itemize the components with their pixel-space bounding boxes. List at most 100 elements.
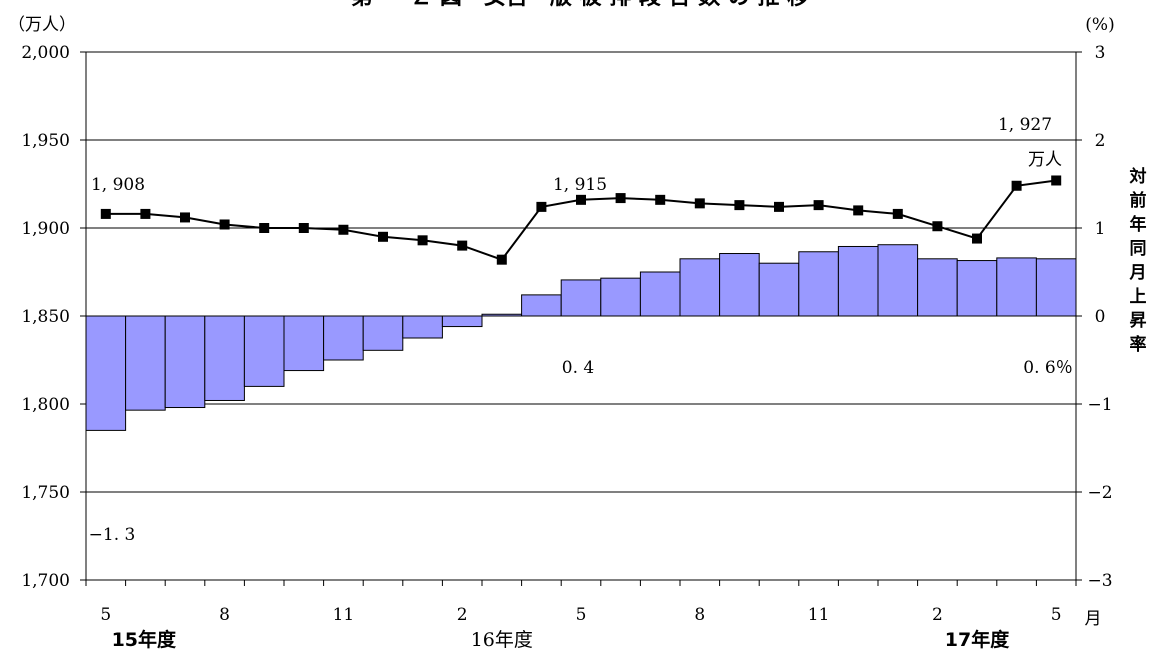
bar-7 [362,315,404,351]
right-axis-title-char: 前 [1130,190,1147,211]
line-marker-4 [259,223,270,233]
left-tick-label: 1,900 [21,219,70,239]
annotation-label: 0. 6％ [1023,358,1072,378]
bar-9 [441,315,483,328]
right-axis-title-char: 率 [1130,334,1147,355]
bar-series [85,244,1077,431]
left-tick-label: 1,850 [21,307,70,327]
line-marker-6 [338,224,349,235]
right-axis-title-char: 月 [1129,263,1147,283]
right-axis-unit: (%) [1085,15,1114,35]
line-marker-20 [892,208,903,219]
right-tick-label: 2 [1095,131,1106,151]
x-year-label: 17年度 [945,628,1010,651]
x-year-label: 15年度 [112,628,177,651]
bar-21 [917,258,958,317]
annotation-label: 万人 [1028,150,1062,170]
right-tick-label: 1 [1095,219,1106,239]
right-tick-label: −1 [1087,395,1112,415]
left-tick-label: 1,750 [21,483,70,503]
right-axis-title-char: 年 [1130,214,1147,235]
right-tick-label: 0 [1095,307,1106,327]
line-marker-12 [576,194,586,205]
bar-19 [837,245,879,317]
bar-1 [125,315,166,411]
bar-12 [560,279,602,317]
right-tick-label: 3 [1095,43,1106,63]
x-month-label: 11 [808,605,830,625]
bar-23 [996,257,1037,317]
line-marker-5 [298,223,309,233]
bar-3 [204,315,245,401]
bar-0 [85,315,127,431]
line-marker-0 [100,208,111,219]
axes [80,51,1082,586]
right-axis-title-char: 昇 [1130,311,1147,331]
bar-6 [323,315,364,361]
bar-20 [877,244,919,317]
line-marker-11 [536,201,547,212]
line-marker-14 [655,194,666,205]
x-month-label: 8 [219,605,230,625]
bar-15 [679,258,721,317]
bar-11 [521,294,562,317]
x-month-label: 2 [932,605,943,625]
line-marker-17 [774,201,784,212]
bar-2 [164,315,206,409]
line-marker-8 [417,235,428,246]
line-marker-1 [140,208,151,219]
annotation-label: 1, 908 [91,175,145,195]
x-month-label: 5 [576,605,587,625]
annotation-label: 1, 915 [553,175,607,195]
chart-title: 第 ー Ｚ 図 女否 版 被 排 段 告 数 の 推 移 [351,0,809,10]
bar-16 [719,253,760,317]
right-axis-title-char: 対 [1129,166,1147,187]
left-tick-label: 2,000 [21,43,70,63]
left-tick-label: 1,800 [21,395,70,415]
line-marker-19 [853,205,864,216]
bar-5 [283,315,325,372]
annotation-label: −1. 3 [89,525,136,545]
left-tick-label: 1,950 [21,131,70,151]
x-year-label: 16年度 [471,629,533,651]
bar-8 [402,315,443,339]
line-marker-16 [734,200,745,211]
title-area: 第 ー Ｚ 図 女否 版 被 排 段 告 数 の 推 移 [240,0,920,16]
line-marker-3 [219,219,230,230]
x-month-label: 5 [100,605,111,625]
line-marker-13 [615,193,626,204]
line-marker-21 [932,221,943,232]
x-month-unit: 月 [1085,609,1102,629]
line-marker-9 [457,240,468,251]
x-month-label: 8 [694,605,705,625]
line-series [100,175,1062,265]
bar-24 [1035,258,1077,317]
bar-18 [798,251,839,317]
left-axis-unit: （万人） [8,15,76,35]
line-marker-23 [1011,180,1022,191]
bar-17 [758,262,800,317]
bar-13 [600,277,641,317]
bar-14 [639,271,681,317]
line-marker-2 [180,212,190,223]
bar-22 [956,260,998,317]
plot-frame [85,51,1077,581]
line-marker-18 [813,200,824,211]
annotation-label: 0. 4 [562,358,594,378]
right-tick-label: −2 [1087,483,1112,503]
x-month-label: 5 [1051,605,1062,625]
line-marker-24 [1051,175,1062,186]
right-axis-title-char: 同 [1130,239,1147,259]
x-month-label: 2 [457,605,468,625]
labels: 1,700 1,750 1,800 1,850 1,900 1,950 2,000 −3 −2 −… [8,15,1147,651]
right-tick-label: −3 [1087,571,1112,591]
line-marker-7 [378,231,388,242]
line-marker-10 [496,254,507,265]
line-marker-22 [972,233,982,244]
x-month-label: 11 [333,605,355,625]
annotation-label: 1, 927 [998,115,1052,135]
right-axis-title-char: 上 [1130,287,1147,307]
bar-10 [481,313,523,317]
left-tick-label: 1,700 [21,571,70,591]
